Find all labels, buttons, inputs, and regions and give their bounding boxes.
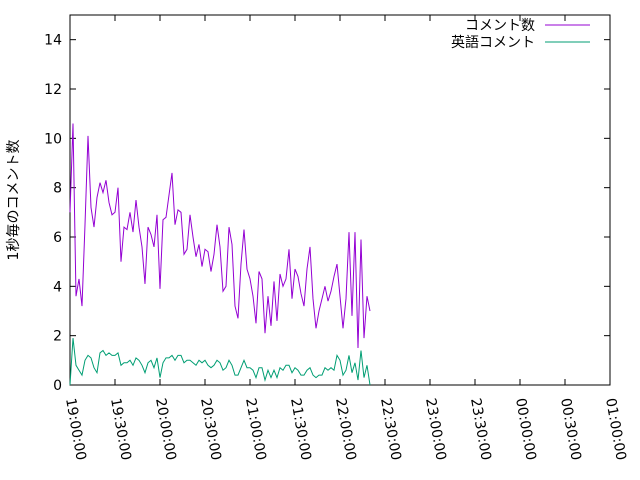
y-tick-label: 10: [44, 131, 62, 147]
x-tick-label: 01:00:00: [602, 397, 629, 462]
y-tick-label: 8: [53, 181, 62, 197]
y-tick-label: 2: [53, 329, 62, 345]
x-tick-label: 23:30:00: [467, 397, 494, 462]
x-tick-label: 00:00:00: [512, 397, 539, 462]
y-axis: 0 2 4 6 8 10 12 14: [44, 33, 610, 394]
y-tick-label: 4: [53, 279, 62, 295]
y-tick-label: 14: [44, 33, 62, 49]
legend-label-1: コメント数: [465, 18, 535, 34]
y-axis-label: 1秒毎のコメント数: [6, 140, 22, 261]
x-tick-label: 20:30:00: [197, 397, 224, 462]
x-tick-label: 22:30:00: [377, 397, 404, 462]
x-tick-label: 19:00:00: [62, 397, 89, 462]
plot-frame: [69, 14, 611, 386]
series-line-2: [69, 338, 371, 386]
x-tick-label: 23:00:00: [422, 397, 449, 462]
series-group: [69, 123, 371, 386]
x-tick-label: 21:30:00: [287, 397, 314, 462]
y-tick-label: 0: [53, 378, 62, 394]
series-line-1: [69, 123, 371, 349]
x-tick-label: 00:30:00: [557, 397, 584, 462]
y-tick-label: 12: [44, 82, 62, 98]
x-tick-label: 19:30:00: [107, 397, 134, 462]
legend-label-2: 英語コメント: [451, 34, 535, 51]
x-tick-label: 21:00:00: [242, 397, 269, 462]
y-tick-label: 6: [53, 230, 62, 246]
x-tick-label: 20:00:00: [152, 397, 179, 462]
x-tick-label: 22:00:00: [332, 397, 359, 462]
